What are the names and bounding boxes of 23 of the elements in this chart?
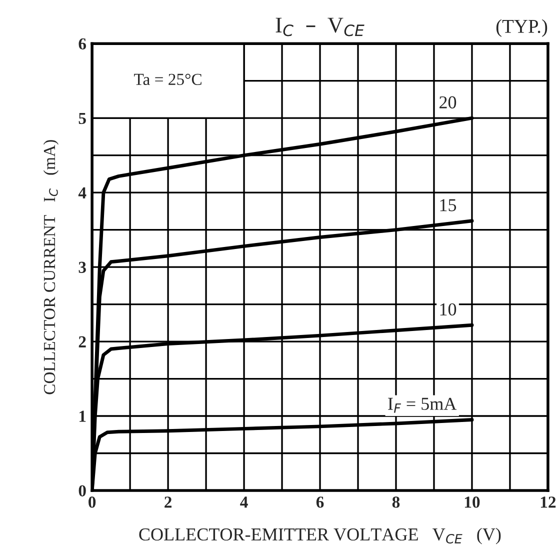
y-tick-label: 3 — [78, 262, 86, 273]
y-tick-label: 4 — [78, 187, 86, 198]
series-label: 20 — [440, 96, 456, 108]
text: (TYP.) — [496, 19, 548, 37]
y-tick-label: 6 — [78, 38, 86, 50]
y-tick-label: 5 — [78, 112, 86, 124]
y-tick-label: 2 — [78, 336, 86, 348]
x-tick-label: 6 — [316, 496, 324, 508]
x-tick-label: 0 — [88, 496, 96, 508]
x-tick-label: 4 — [240, 496, 248, 508]
y-axis-title: COLLECTOR CURRENT I$_{C}$ (mA) — [43, 140, 59, 394]
x-tick-label: 12 — [540, 496, 556, 508]
series-label: I$_{F}$ = 5mA — [388, 398, 457, 413]
x-tick-label: 10 — [464, 496, 480, 508]
y-tick-label: 1 — [80, 410, 86, 422]
chart-title: I$_{C}$ – V$_{CE}$ — [276, 18, 364, 36]
x-tick-label: 8 — [392, 496, 400, 508]
series-label: 10 — [440, 303, 456, 316]
x-axis-title: COLLECTOR-EMITTER VOLTAGE V$_{CE}$ (V) — [139, 528, 501, 544]
x-tick-label: 2 — [164, 496, 172, 508]
annotation: Ta = 25°C — [134, 74, 202, 86]
y-tick-label: 0 — [78, 485, 86, 496]
series-label: 15 — [440, 199, 456, 212]
